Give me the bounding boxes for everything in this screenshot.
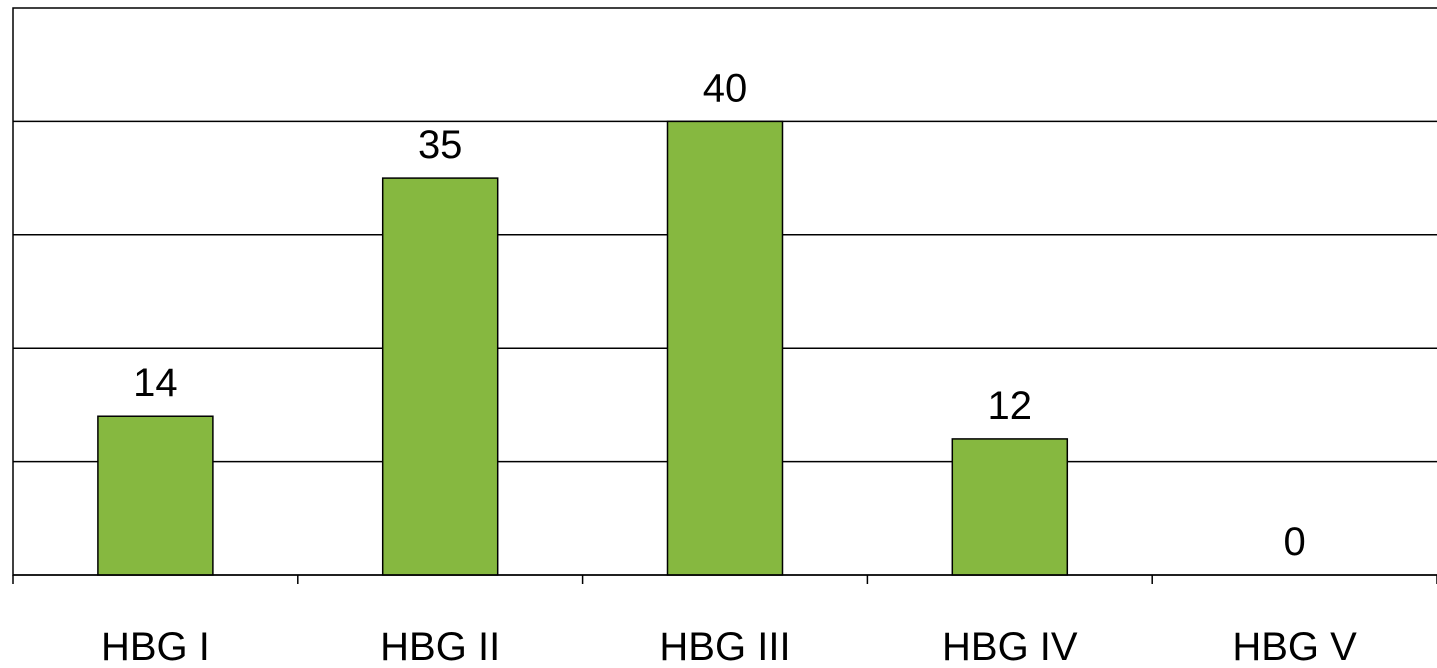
bar [381, 177, 499, 576]
x-ticks [12, 575, 1437, 584]
data-label: 35 [418, 123, 463, 167]
data-labels: 14 35 40 12 0 [133, 66, 1306, 564]
bars [97, 120, 1069, 576]
bar [97, 415, 214, 576]
data-label: 40 [703, 66, 748, 110]
x-tick-label: HBG V [1232, 625, 1357, 668]
data-label: 14 [133, 361, 178, 405]
x-tick-label: HBG I [101, 625, 210, 668]
bar [666, 120, 784, 576]
data-label: 12 [988, 384, 1033, 428]
data-label: 0 [1283, 520, 1305, 564]
x-tick-label: HBG IV [942, 625, 1078, 668]
x-tick-labels: HBG I HBG II HBG III HBG IV HBG V [101, 625, 1357, 668]
bar [951, 438, 1069, 576]
x-tick-label: HBG II [380, 625, 500, 668]
x-tick-label: HBG III [659, 625, 790, 668]
